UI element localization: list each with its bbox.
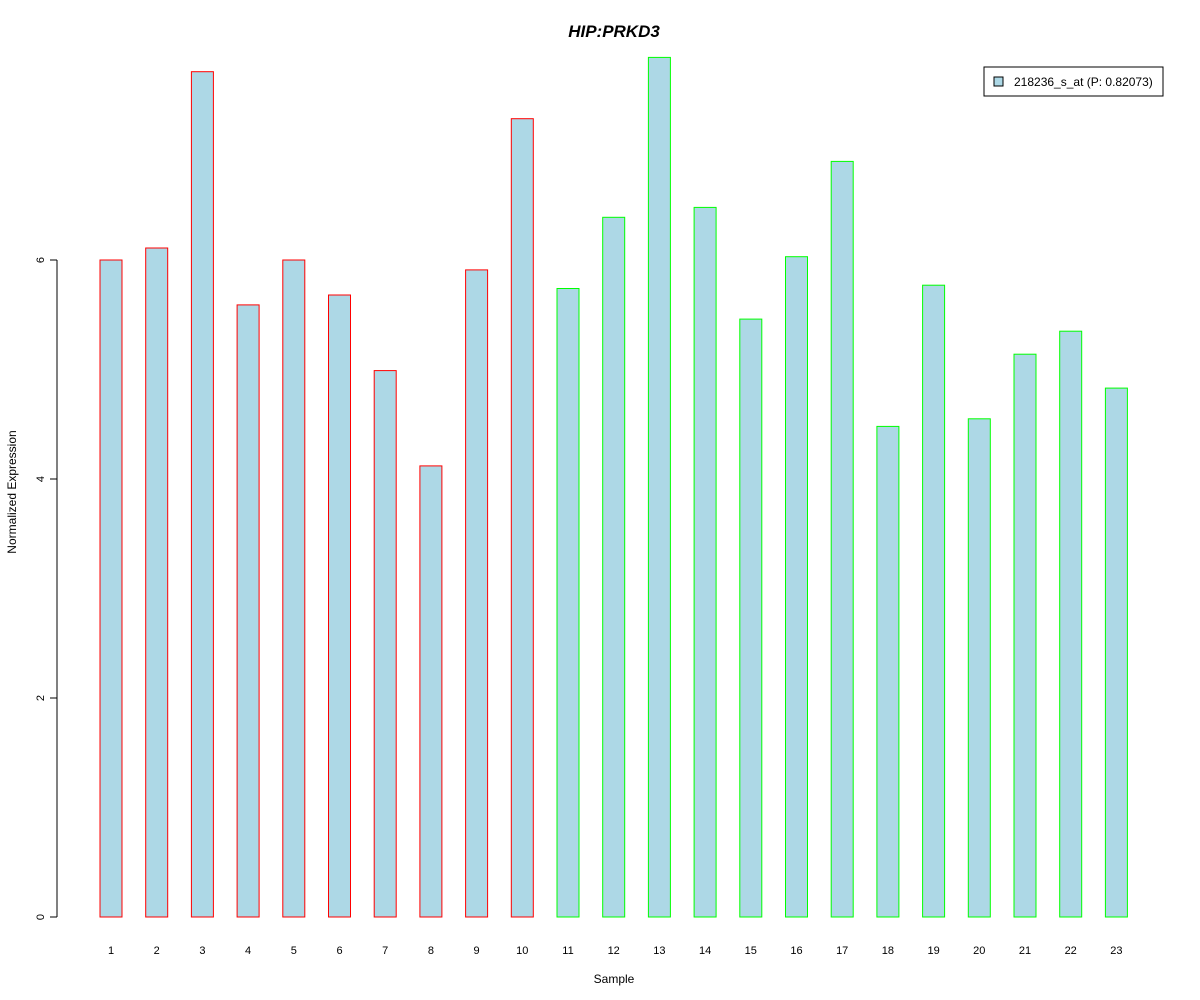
bar-sample-10 (510, 118, 534, 918)
bar-sample-2 (145, 247, 169, 918)
bar-sample-15 (739, 318, 763, 918)
x-axis-tick-labels: 1 2 3 4 5 6 7 8 9 10 11 12 13 14 15 16 17 18 19 20 21 22 23 (108, 945, 1123, 957)
x-tick-label: 9 (474, 945, 480, 957)
x-tick-label: 15 (745, 945, 757, 957)
legend-box (983, 66, 1164, 97)
y-tick-label: 2 (35, 695, 47, 701)
x-tick-label: 20 (973, 945, 985, 957)
x-tick-label: 18 (882, 945, 894, 957)
y-tick-label: 6 (35, 257, 47, 263)
x-tick-label: 19 (927, 945, 939, 957)
bar-sample-11 (556, 288, 580, 918)
bar-sample-3 (190, 71, 214, 918)
bars-group (99, 56, 1128, 918)
x-axis-label: Sample (594, 972, 635, 986)
bar-sample-7 (373, 370, 397, 918)
x-tick-label: 14 (699, 945, 711, 957)
x-tick-label: 12 (608, 945, 620, 957)
bar-sample-17 (830, 160, 854, 918)
bar-sample-18 (876, 425, 900, 918)
bar-sample-4 (236, 304, 260, 918)
x-tick-label: 6 (336, 945, 342, 957)
x-tick-label: 16 (790, 945, 802, 957)
bar-sample-16 (785, 256, 808, 918)
x-tick-label: 23 (1110, 945, 1122, 957)
x-tick-label: 21 (1019, 945, 1031, 957)
bar-sample-19 (922, 284, 946, 918)
y-tick-label: 0 (35, 914, 47, 920)
y-axis-ticks: 0 2 4 6 (35, 257, 57, 920)
chart-title: HIP:PRKD3 (568, 22, 660, 41)
x-tick-label: 13 (653, 945, 665, 957)
bar-sample-20 (967, 418, 991, 918)
bar-sample-6 (328, 294, 351, 918)
x-tick-label: 4 (245, 945, 251, 957)
legend: 218236_s_at (P: 0.82073) (983, 66, 1164, 97)
x-tick-label: 3 (199, 945, 205, 957)
legend-swatch (993, 76, 1004, 87)
x-tick-label: 11 (562, 945, 573, 957)
y-tick-label: 4 (35, 476, 47, 482)
x-tick-label: 22 (1065, 945, 1077, 957)
bar-sample-22 (1059, 330, 1083, 918)
legend-entry-label: 218236_s_at (P: 0.82073) (1014, 75, 1153, 89)
bar-sample-8 (419, 465, 443, 918)
bar-sample-13 (647, 56, 671, 918)
x-tick-label: 5 (291, 945, 297, 957)
x-tick-label: 17 (836, 945, 848, 957)
x-tick-label: 2 (154, 945, 160, 957)
bar-sample-14 (693, 206, 717, 918)
y-axis-label: Normalized Expression (5, 430, 19, 553)
x-tick-label: 10 (516, 945, 528, 957)
bar-sample-5 (282, 259, 306, 918)
bar-sample-23 (1104, 387, 1128, 918)
bar-sample-9 (465, 269, 489, 918)
x-tick-label: 7 (382, 945, 388, 957)
bar-sample-12 (602, 216, 626, 918)
bar-sample-1 (99, 259, 123, 918)
x-tick-label: 8 (428, 945, 434, 957)
bar-sample-21 (1013, 353, 1037, 918)
x-tick-label: 1 (108, 945, 114, 957)
